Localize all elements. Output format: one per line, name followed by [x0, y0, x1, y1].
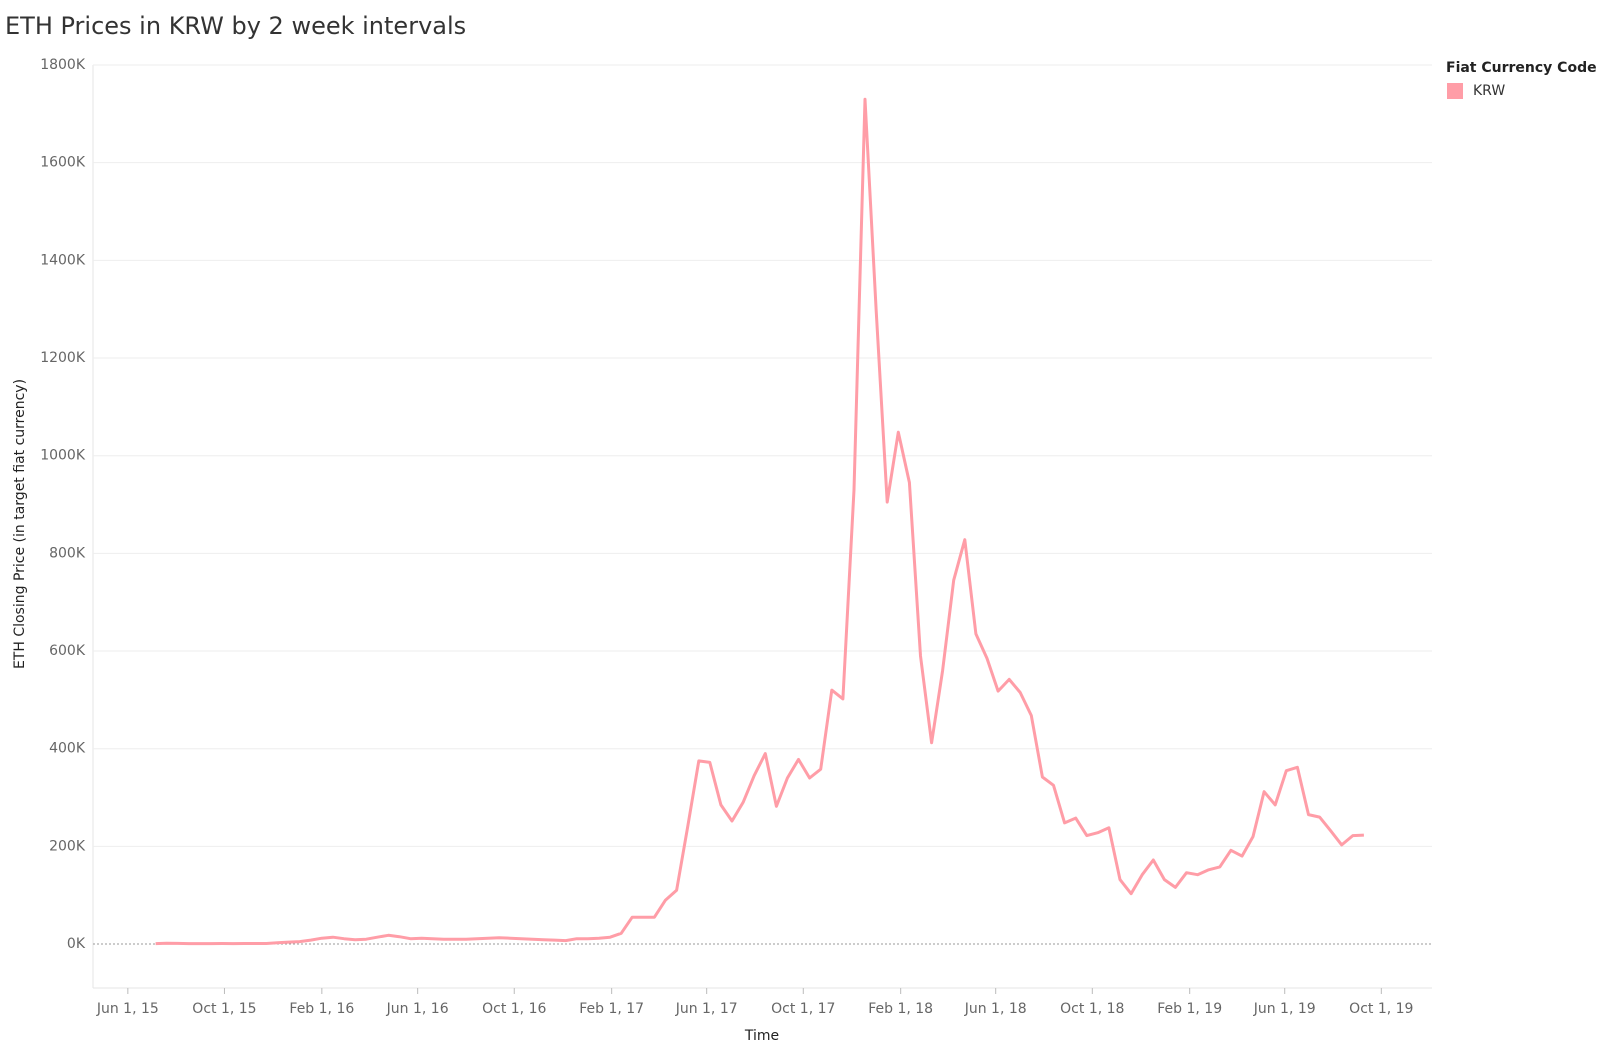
x-tick-label: Feb 1, 16: [289, 1001, 354, 1017]
x-tick-label: Jun 1, 16: [386, 1001, 449, 1017]
legend-label: KRW: [1473, 83, 1505, 99]
y-axis-title: ETH Closing Price (in target fiat curren…: [12, 379, 28, 669]
series-line: [155, 97, 1364, 946]
x-tick-label: Feb 1, 19: [1157, 1001, 1222, 1017]
y-tick-label: 200K: [49, 838, 86, 854]
x-tick-label: Jun 1, 17: [675, 1001, 738, 1017]
x-tick-label: Oct 1, 19: [1349, 1001, 1413, 1017]
x-tick-label: Oct 1, 17: [771, 1001, 835, 1017]
y-tick-label: 0K: [67, 936, 86, 952]
y-tick-label: 800K: [49, 545, 86, 561]
x-tick-label: Oct 1, 15: [192, 1001, 256, 1017]
y-tick-label: 600K: [49, 643, 86, 659]
x-tick-label: Jun 1, 18: [964, 1001, 1027, 1017]
y-tick-label: 1600K: [40, 155, 86, 171]
y-tick-label: 400K: [49, 741, 86, 757]
x-tick-label: Feb 1, 18: [868, 1001, 933, 1017]
x-tick-label: Feb 1, 17: [579, 1001, 644, 1017]
x-axis-title: Time: [744, 1028, 779, 1044]
legend-swatch: [1447, 83, 1463, 99]
y-tick-label: 1000K: [40, 448, 86, 464]
y-tick-label: 1200K: [40, 350, 86, 366]
x-tick-label: Jun 1, 15: [96, 1001, 159, 1017]
chart-title: ETH Prices in KRW by 2 week intervals: [5, 12, 466, 40]
y-tick-label: 1400K: [40, 252, 86, 268]
x-tick-label: Oct 1, 18: [1060, 1001, 1124, 1017]
legend-title: Fiat Currency Code: [1446, 60, 1597, 76]
x-tick-label: Jun 1, 19: [1253, 1001, 1316, 1017]
y-tick-label: 1800K: [40, 57, 86, 73]
x-tick-label: Oct 1, 16: [482, 1001, 546, 1017]
